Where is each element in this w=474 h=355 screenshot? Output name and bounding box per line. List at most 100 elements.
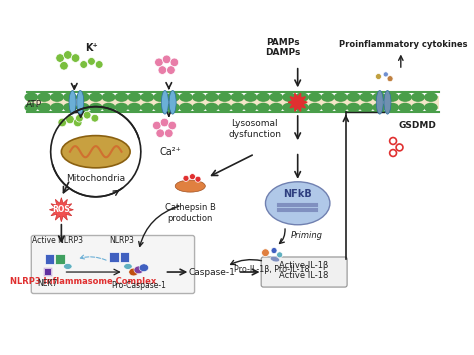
Ellipse shape	[282, 92, 296, 102]
Circle shape	[167, 66, 175, 75]
Ellipse shape	[128, 103, 141, 112]
Circle shape	[170, 58, 179, 67]
Text: PAMPs
DAMPs: PAMPs DAMPs	[265, 38, 301, 57]
Text: Mitochondria: Mitochondria	[66, 174, 125, 183]
Ellipse shape	[265, 182, 330, 225]
Ellipse shape	[424, 92, 438, 102]
Ellipse shape	[373, 103, 386, 112]
Circle shape	[64, 51, 72, 59]
Circle shape	[195, 176, 201, 182]
Ellipse shape	[76, 103, 90, 112]
Text: GSDMD: GSDMD	[399, 121, 437, 130]
Ellipse shape	[256, 103, 270, 112]
Ellipse shape	[175, 180, 205, 192]
Ellipse shape	[218, 92, 231, 102]
Ellipse shape	[153, 103, 167, 112]
Ellipse shape	[360, 103, 374, 112]
Ellipse shape	[385, 103, 399, 112]
Ellipse shape	[192, 92, 206, 102]
Ellipse shape	[50, 103, 64, 112]
Ellipse shape	[295, 103, 309, 112]
Ellipse shape	[25, 92, 38, 102]
Ellipse shape	[411, 103, 425, 112]
Ellipse shape	[25, 103, 38, 112]
Ellipse shape	[64, 263, 72, 269]
Circle shape	[73, 118, 82, 127]
Circle shape	[160, 118, 169, 127]
Circle shape	[158, 66, 167, 75]
Ellipse shape	[102, 103, 116, 112]
Ellipse shape	[134, 266, 144, 274]
Ellipse shape	[244, 92, 257, 102]
Bar	[45, 255, 54, 264]
Ellipse shape	[115, 103, 128, 112]
Ellipse shape	[385, 92, 399, 102]
Bar	[55, 255, 65, 264]
Circle shape	[383, 72, 388, 77]
Ellipse shape	[360, 92, 374, 102]
Ellipse shape	[269, 92, 283, 102]
Circle shape	[277, 252, 283, 258]
Text: Cathepsin B
production: Cathepsin B production	[165, 203, 216, 223]
Circle shape	[162, 55, 171, 64]
Ellipse shape	[89, 103, 102, 112]
Text: Pro-Caspase-1: Pro-Caspase-1	[111, 280, 166, 290]
Ellipse shape	[270, 256, 280, 262]
Circle shape	[75, 114, 83, 122]
Text: Caspase-1: Caspase-1	[188, 268, 235, 277]
Ellipse shape	[140, 92, 154, 102]
Text: K⁺: K⁺	[85, 43, 98, 53]
Ellipse shape	[308, 103, 322, 112]
Text: Lysosomal
dysfunction: Lysosomal dysfunction	[228, 119, 281, 139]
Circle shape	[88, 58, 95, 65]
Text: Priming: Priming	[291, 231, 323, 240]
Ellipse shape	[231, 92, 245, 102]
Ellipse shape	[231, 103, 245, 112]
Ellipse shape	[63, 103, 77, 112]
Ellipse shape	[37, 92, 51, 102]
Ellipse shape	[166, 92, 180, 102]
FancyBboxPatch shape	[261, 257, 347, 287]
Bar	[43, 267, 52, 276]
Circle shape	[156, 129, 164, 137]
Ellipse shape	[384, 91, 391, 114]
Ellipse shape	[102, 92, 116, 102]
Circle shape	[80, 61, 88, 69]
Ellipse shape	[295, 92, 309, 102]
Bar	[109, 252, 118, 262]
Circle shape	[164, 129, 173, 137]
Circle shape	[262, 249, 269, 257]
Text: Proinflammatory cytokines: Proinflammatory cytokines	[339, 40, 467, 49]
Ellipse shape	[61, 136, 130, 168]
Ellipse shape	[411, 92, 425, 102]
Ellipse shape	[89, 92, 102, 102]
Ellipse shape	[129, 268, 138, 276]
Ellipse shape	[398, 92, 412, 102]
Ellipse shape	[139, 264, 148, 272]
Bar	[120, 252, 129, 262]
Text: Active IL-1β
Active IL-18: Active IL-1β Active IL-18	[280, 261, 329, 280]
Text: NLRP3 Inflammasome Complex: NLRP3 Inflammasome Complex	[10, 277, 156, 286]
Ellipse shape	[424, 103, 438, 112]
Ellipse shape	[244, 103, 257, 112]
Circle shape	[183, 175, 189, 181]
Ellipse shape	[398, 103, 412, 112]
Ellipse shape	[205, 92, 219, 102]
Ellipse shape	[179, 92, 193, 102]
Ellipse shape	[346, 92, 360, 102]
Ellipse shape	[218, 103, 231, 112]
Ellipse shape	[76, 92, 90, 102]
Circle shape	[56, 54, 64, 62]
Ellipse shape	[334, 103, 347, 112]
Circle shape	[387, 76, 393, 82]
Circle shape	[95, 61, 103, 69]
Ellipse shape	[269, 103, 283, 112]
Circle shape	[153, 121, 161, 130]
Ellipse shape	[115, 92, 128, 102]
Ellipse shape	[124, 263, 132, 269]
Ellipse shape	[346, 103, 360, 112]
Ellipse shape	[179, 103, 193, 112]
Ellipse shape	[140, 103, 154, 112]
Polygon shape	[49, 198, 73, 222]
Ellipse shape	[192, 103, 206, 112]
